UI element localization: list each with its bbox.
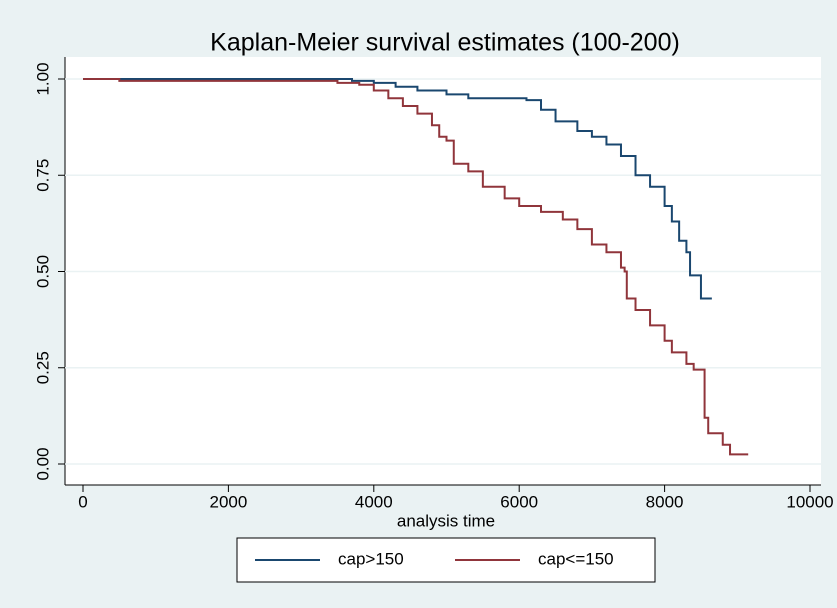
y-tick-label: 0.00 — [33, 447, 52, 480]
x-tick-label: 6000 — [500, 492, 538, 511]
legend-label: cap>150 — [338, 549, 404, 568]
legend-label: cap<=150 — [538, 549, 614, 568]
x-tick-label: 0 — [78, 492, 87, 511]
survival-line — [83, 78, 712, 300]
y-tick-label: 1.00 — [33, 62, 52, 95]
x-tick-label: 4000 — [355, 492, 393, 511]
x-tick-label: 8000 — [646, 492, 684, 511]
survival-line — [83, 78, 749, 456]
x-tick-label: 2000 — [209, 492, 247, 511]
y-tick-label: 0.75 — [33, 159, 52, 192]
chart-title: Kaplan-Meier survival estimates (100-200… — [210, 29, 680, 57]
x-tick-label: 10000 — [786, 492, 833, 511]
y-tick-label: 0.25 — [33, 351, 52, 384]
x-axis-label: analysis time — [397, 511, 495, 530]
y-tick-label: 0.50 — [33, 255, 52, 288]
